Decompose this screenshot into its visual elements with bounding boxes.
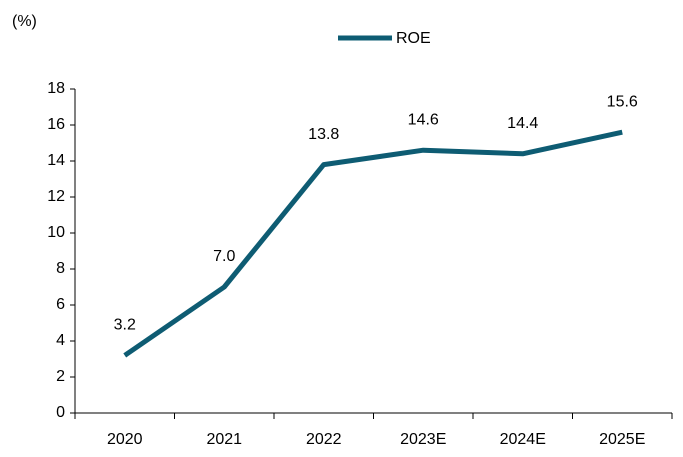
x-tick-label: 2022: [306, 431, 342, 448]
x-tick-label: 2021: [206, 431, 242, 448]
y-tick-label: 12: [47, 188, 65, 205]
y-tick-label: 18: [47, 80, 65, 97]
y-tick-label: 2: [56, 368, 65, 385]
y-tick-label: 14: [47, 152, 65, 169]
x-tick-label: 2024E: [500, 431, 546, 448]
y-tick-label: 10: [47, 224, 65, 241]
data-label: 14.6: [408, 111, 439, 128]
data-label: 15.6: [607, 93, 638, 110]
y-tick-label: 0: [56, 404, 65, 421]
y-axis-label: (%): [12, 13, 37, 30]
data-label: 7.0: [213, 248, 235, 265]
data-label: 13.8: [308, 126, 339, 143]
data-label: 14.4: [507, 115, 538, 132]
x-tick-label: 2025E: [599, 431, 645, 448]
y-tick-label: 8: [56, 260, 65, 277]
y-tick-label: 6: [56, 296, 65, 313]
y-tick-label: 4: [56, 332, 65, 349]
x-tick-label: 2023E: [400, 431, 446, 448]
y-tick-label: 16: [47, 116, 65, 133]
x-tick-label: 2020: [107, 431, 143, 448]
data-label: 3.2: [114, 317, 136, 334]
line: [123, 129, 623, 358]
legend-label: ROE: [396, 30, 431, 47]
